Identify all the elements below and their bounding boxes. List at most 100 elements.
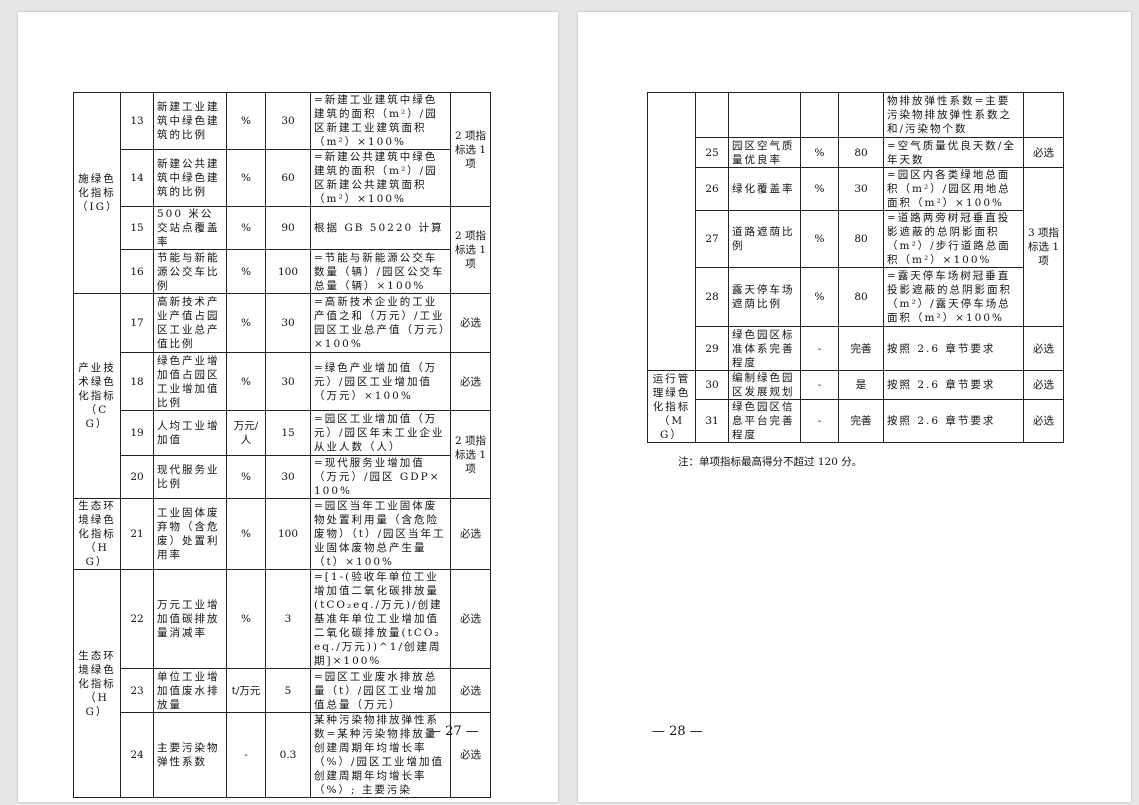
table-row: 生态环境绿色化指标（HG） 22 万元工业增加值碳排放量消减率% 3 =[1-(验收年单… [73, 569, 491, 798]
unit: % [226, 455, 266, 499]
formula: =露天停车场树冠垂直投影遮蔽的总阴影面积（m²）/露天停车场总面积（m²）×10… [883, 267, 1024, 327]
item-number: 30 [695, 370, 729, 400]
category-cell: 产业技术绿色化指标（CG） [73, 293, 121, 499]
item-number: 18 [120, 352, 154, 411]
formula: 按照 2.6 章节要求 [883, 370, 1024, 400]
table-row: 20 现代服务业比例% 30 =现代服务业增加值（万元）/园区 GDP×100% [74, 455, 491, 499]
table-row: 物排放弹性系数=主要污染物排放弹性系数之和/污染物个数 [647, 92, 1064, 371]
indicator-name: 编制绿色园区发展规划 [728, 370, 801, 400]
formula: =节能与新能源公交车数量（辆）/园区公交车总量（辆）×100% [310, 249, 451, 294]
table-row: 24 主要污染物弹性系数 -0.3 某种污染物排放弹性系数=某种污染物排放量创建周期年… [74, 712, 491, 798]
target-value: 是 [838, 370, 884, 400]
item-number: 13 [120, 92, 154, 150]
table-row: 25 园区空气质量优良率% 80 =空气质量优良天数/全年天数 必选 [648, 137, 1064, 168]
table-row: 29 绿色园区标准体系完善程度 - 完善 按照 2.6 章节要求 必选 [648, 326, 1064, 371]
unit: - [800, 370, 839, 400]
item-number: 31 [695, 399, 729, 443]
indicator-name: 新建工业建筑中绿色建筑的比例 [153, 92, 227, 150]
item-number: 29 [695, 326, 729, 371]
item-number: 23 [120, 668, 154, 713]
category-cell: 施绿色化指标（IG） [73, 92, 121, 294]
target-value: 60 [265, 149, 311, 207]
table-row: 产业技术绿色化指标（CG） 17 高新技术产业产值占园区工业总产值比例% 30 =高新技… [73, 293, 491, 499]
indicator-table: 施绿色化指标（IG） 13 新建工业建筑中绿色建筑的比例% 30 =新建工业建筑中绿色建… [73, 92, 491, 798]
unit: t/万元 [226, 668, 266, 713]
target-value: 30 [265, 92, 311, 150]
indicator-name [728, 92, 801, 138]
unit: % [226, 293, 266, 353]
indicator-name: 绿色园区标准体系完善程度 [728, 326, 801, 371]
indicator-name: 高新技术产业产值占园区工业总产值比例 [153, 293, 227, 353]
indicator-name: 节能与新能源公交车比例 [153, 249, 227, 294]
item-number: 26 [695, 167, 729, 211]
selection-note: 必选 [1023, 137, 1064, 168]
selection-note [1023, 92, 1064, 138]
table-row: 16 节能与新能源公交车比例% 100 =节能与新能源公交车数量（辆）/园区公交车总量… [74, 249, 491, 294]
indicator-table: 物排放弹性系数=主要污染物排放弹性系数之和/污染物个数 25 园区空气质量优良率% 8… [647, 92, 1064, 443]
formula: =高新技术企业的工业产值之和（万元）/工业园区工业总产值（万元）×100% [310, 293, 451, 353]
indicator-name: 绿色产业增加值占园区工业增加值比例 [153, 352, 227, 411]
item-number: 14 [120, 149, 154, 207]
formula: =园区当年工业固体废物处置利用量（含危险废物）（t）/园区当年工业固体废物总产生… [310, 498, 451, 570]
unit: % [226, 498, 266, 570]
selection-note: 2 项指标选 1 项 [450, 206, 491, 294]
target-value: 5 [265, 668, 311, 713]
item-number: 15 [120, 206, 154, 250]
table-row: 生态环境绿色化指标（HG） 21 工业固体废弃物（含危废）处置利用率% 100 =园区当… [73, 498, 491, 570]
unit: % [226, 352, 266, 411]
item-number: 19 [120, 410, 154, 456]
indicator-name: 新建公共建筑中绿色建筑的比例 [153, 149, 227, 207]
item-number: 22 [120, 569, 154, 669]
formula: =空气质量优良天数/全年天数 [883, 137, 1024, 168]
category-cell [647, 92, 696, 371]
unit: % [226, 249, 266, 294]
table-row: 31 绿色园区信息平台完善程度 - 完善 按照 2.6 章节要求 必选 [648, 399, 1064, 443]
item-number: 20 [120, 455, 154, 499]
page-number: — 27 — [428, 724, 479, 739]
item-number: 28 [695, 267, 729, 327]
category-cell: 生态环境绿色化指标（HG） [73, 498, 121, 570]
formula: =绿色产业增加值（万元）/园区工业增加值（万元）×100% [310, 352, 451, 411]
formula: =新建公共建筑中绿色建筑的面积（m²）/园区新建公共建筑面积（m²）×100% [310, 149, 451, 207]
unit: - [226, 712, 266, 798]
target-value: 完善 [838, 326, 884, 371]
table-row: 15 500 米公交站点覆盖率% 90 根据 GB 50220 计算 2 项指标选 1 … [74, 206, 491, 294]
table-row: 运行管理绿色化指标（MG） 30 编制绿色园区发展规划 - 是按照 2.6 章节要求 必选 [647, 370, 1064, 443]
unit: % [226, 92, 266, 150]
indicator-name: 工业固体废弃物（含危废）处置利用率 [153, 498, 227, 570]
item-number [695, 92, 729, 138]
target-value: 90 [265, 206, 311, 250]
selection-note: 必选 [450, 293, 491, 353]
target-value: 30 [265, 352, 311, 411]
unit: % [800, 137, 839, 168]
table-row: 14 新建公共建筑中绿色建筑的比例% 60 =新建公共建筑中绿色建筑的面积（m²）/园… [74, 149, 491, 207]
formula: =[1-(验收年单位工业增加值二氧化碳排放量(tCO₂eq./万元)/创建基准年… [310, 569, 451, 669]
target-value: 30 [265, 293, 311, 353]
table-row: 施绿色化指标（IG） 13 新建工业建筑中绿色建筑的比例% 30 =新建工业建筑中绿色建… [73, 92, 491, 294]
target-value: 80 [838, 267, 884, 327]
selection-note: 必选 [450, 712, 491, 798]
selection-note: 必选 [450, 352, 491, 411]
page-27: 施绿色化指标（IG） 13 新建工业建筑中绿色建筑的比例% 30 =新建工业建筑中绿色建… [18, 12, 558, 802]
selection-note: 2 项指标选 1 项 [450, 410, 491, 499]
unit: - [800, 326, 839, 371]
selection-note: 必选 [450, 569, 491, 669]
unit: % [226, 569, 266, 669]
item-number: 25 [695, 137, 729, 168]
indicator-name: 绿化覆盖率 [728, 167, 801, 211]
selection-note: 3 项指标选 1 项 [1023, 167, 1064, 327]
formula: =园区工业增加值（万元）/园区年末工业企业从业人数（人） [310, 410, 451, 456]
indicator-name: 单位工业增加值废水排放量 [153, 668, 227, 713]
selection-note: 必选 [450, 668, 491, 713]
formula: 某种污染物排放弹性系数=某种污染物排放量创建周期年均增长率（%）/园区工业增加值… [310, 712, 451, 798]
table-row: 19 人均工业增加值 万元/人 15 =园区工业增加值（万元）/园区年末工业企业从业人数… [74, 410, 491, 499]
table-row: 28 露天停车场遮荫比例% 80 =露天停车场树冠垂直投影遮蔽的总阴影面积（m²）/露… [648, 267, 1064, 327]
indicator-name: 道路遮荫比例 [728, 210, 801, 268]
formula: 按照 2.6 章节要求 [883, 326, 1024, 371]
selection-note: 必选 [450, 498, 491, 570]
target-value: 100 [265, 498, 311, 570]
footnote: 注：单项指标最高得分不超过 120 分。 [678, 456, 863, 468]
indicator-name: 园区空气质量优良率 [728, 137, 801, 168]
table-row: 26 绿化覆盖率% 30 =园区内各类绿地总面积（m²）/园区用地总面积（m²）×10… [648, 167, 1064, 327]
selection-note: 必选 [1023, 370, 1064, 400]
